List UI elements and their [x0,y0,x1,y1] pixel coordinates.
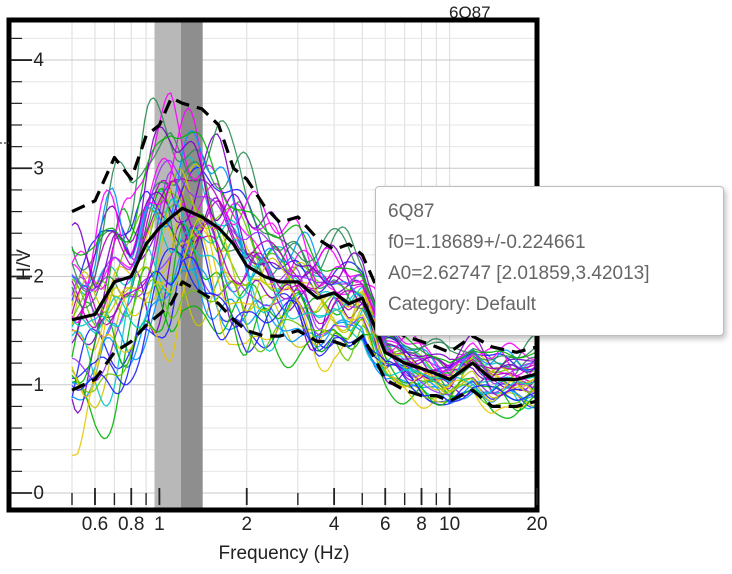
std-curve [71,96,537,354]
y-axis-label: H/V [14,249,35,281]
y-tick-label: 4 [33,50,44,71]
window-curve [71,247,537,406]
y-tick-label: 3 [33,158,44,179]
window-curve [71,278,537,407]
window-curve [71,163,537,396]
window-curve [71,120,537,361]
statistic-curves [71,96,537,408]
window-curve [71,131,537,364]
window-curve [72,233,537,456]
f0-band [180,20,203,510]
x-tick-label: 2 [241,514,252,535]
tooltip: 6Q87 f0=1.18689+/-0.224661 A0=2.62747 [2… [375,186,724,336]
x-tick-label: 20 [526,514,547,535]
axes: 0.6 0.8 1 2 4 6 8 10 20 0 1 2 3 4 [11,37,548,535]
tooltip-category: Category: Default [388,294,536,315]
window-curve [71,157,537,377]
x-axis-label: Frequency (Hz) [219,543,350,564]
x-tick-label: 6 [380,514,391,535]
window-curve [71,177,537,371]
window-curve [71,92,537,377]
x-tick-label: 4 [329,514,340,535]
std-curve [71,280,537,408]
window-curve [71,97,537,368]
x-tick-label: 0.8 [118,514,144,535]
window-curves [71,92,537,456]
window-curve [71,198,537,395]
window-curve [71,238,537,410]
mean-curve [71,206,537,381]
y-tick-label: 2 [33,267,44,288]
tooltip-name: 6Q87 [388,201,435,222]
x-tick-label: 10 [439,514,460,535]
tooltip-a0: A0=2.62747 [2.01859,3.42013] [388,263,650,284]
window-curve [71,256,537,403]
y-tick-label: 1 [33,375,44,396]
x-tick-label: 1 [154,514,165,535]
y-tick-label: 0 [33,483,44,504]
x-tick-label: 8 [416,514,427,535]
chart-title: 6Q87 [449,3,491,22]
x-tick-label: 0.6 [82,514,108,535]
window-curve [71,223,537,412]
tooltip-f0: f0=1.18689+/-0.224661 [388,232,586,253]
